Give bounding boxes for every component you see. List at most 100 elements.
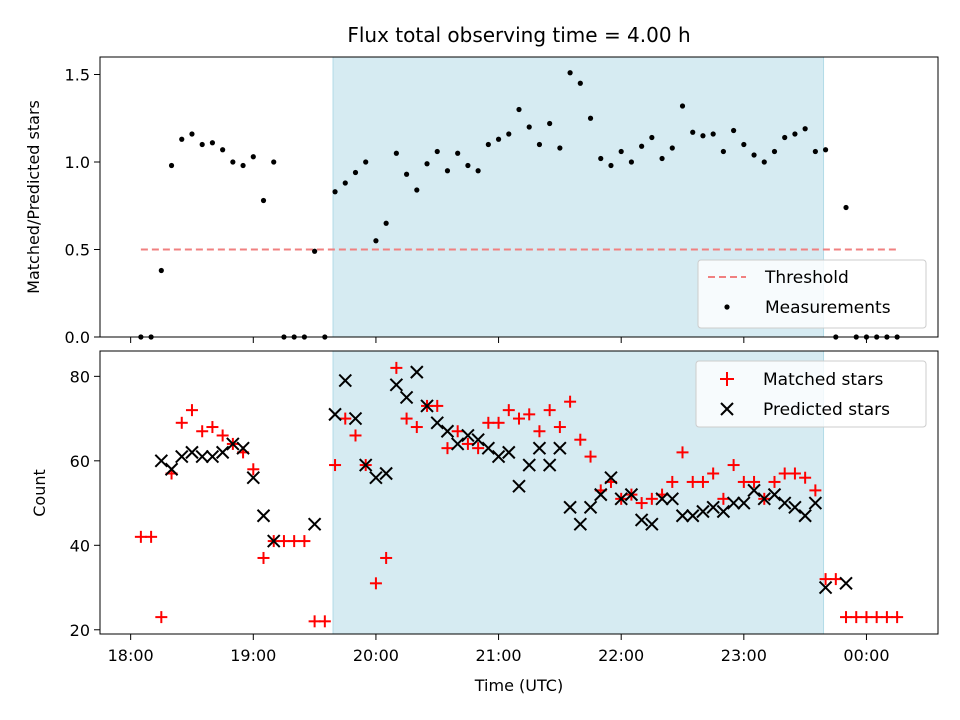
predicted-star-point [226, 437, 240, 451]
predicted-star-point [450, 437, 465, 451]
measurement-point [669, 145, 675, 151]
y-ticks-bottom: 20 40 60 80 [70, 367, 100, 640]
measurement-point [761, 159, 767, 165]
matched-star-point [185, 404, 198, 417]
matched-star-point [860, 611, 873, 624]
predicted-star-point [348, 411, 363, 426]
measurement-point [547, 120, 553, 127]
predicted-star-point [307, 517, 322, 531]
legend-predicted-label: Predicted stars [763, 400, 890, 420]
matched-star-point [461, 437, 474, 450]
predicted-star-point [634, 513, 649, 527]
predicted-star-point [389, 378, 404, 392]
predicted-star-point [788, 500, 802, 514]
measurement-point [679, 103, 686, 109]
predicted-star-point [481, 441, 496, 455]
measurement-point [495, 136, 502, 142]
matched-star-point [247, 463, 260, 476]
predicted-star-point [502, 445, 516, 460]
measurement-point [628, 159, 635, 165]
matched-star-point [880, 611, 893, 624]
y-tick-label: 0.0 [65, 328, 90, 347]
predicted-star-point [624, 487, 639, 502]
matched-star-point [553, 421, 566, 434]
predicted-star-point [175, 449, 189, 464]
measurement-point [526, 124, 532, 130]
predicted-star-point [215, 445, 230, 460]
predicted-star-point [716, 504, 731, 519]
predicted-star-point [328, 407, 342, 422]
measurement-point [414, 187, 420, 193]
measurement-point [731, 127, 737, 134]
matched-star-point [431, 399, 444, 412]
matched-star-point [134, 530, 147, 543]
legend-predicted-swatch [720, 402, 734, 416]
predicted-star-point [604, 471, 618, 485]
predicted-star-point [522, 458, 536, 472]
predicted-star-point [675, 509, 690, 523]
predicted-star-point [246, 471, 260, 485]
predicted-star-point [399, 390, 414, 405]
predicted-star-point [747, 483, 761, 498]
y-tick-label: 0.5 [65, 241, 90, 260]
measurement-point [812, 148, 818, 155]
x-tick-label: 00:00 [843, 646, 889, 665]
measurement-point [567, 70, 573, 76]
measurement-point [485, 141, 491, 148]
predicted-star-point [706, 500, 720, 514]
x-axis-label: Time (UTC) [474, 676, 563, 695]
measurement-point [506, 131, 512, 137]
measurement-point [720, 148, 726, 155]
measurement-point [465, 162, 471, 169]
y-axis-label-top: Matched/Predicted stars [24, 100, 43, 294]
measurement-point [639, 143, 645, 149]
matched-star-point [349, 429, 362, 442]
predicted-star-point [369, 471, 383, 485]
y-tick-label: 1.0 [65, 153, 90, 172]
measurement-point [393, 150, 399, 156]
predicted-star-point [512, 479, 526, 493]
measurement-point [475, 168, 481, 174]
measurement-point [700, 133, 706, 139]
legend-top: Threshold Measurements [697, 259, 927, 329]
predicted-star-point [573, 517, 588, 531]
measurement-points-layer [138, 70, 900, 340]
measurement-point [189, 131, 195, 137]
matched-star-point [717, 492, 730, 505]
legend-measurement-label: Measurements [765, 298, 891, 318]
measurement-point [792, 131, 798, 137]
predicted-star-point [195, 449, 209, 464]
measurement-point [230, 159, 236, 165]
matched-star-point [891, 611, 904, 624]
matched-star-point [410, 421, 423, 434]
predicted-star-point [655, 492, 669, 506]
matched-star-point [380, 551, 393, 564]
legend-matched-label: Matched stars [763, 370, 883, 390]
matched-star-point [574, 433, 587, 446]
matched-star-point [676, 446, 689, 459]
measurement-point [608, 162, 614, 169]
matched-star-point [778, 467, 791, 480]
measurement-point [168, 162, 175, 169]
matched-star-point [748, 475, 761, 488]
matched-star-point [155, 611, 168, 624]
measurement-point [843, 204, 849, 211]
matched-star-point [768, 475, 781, 488]
matched-star-point [870, 611, 883, 624]
predicted-star-point [665, 492, 679, 506]
measurement-point [363, 159, 369, 165]
predicted-star-point [420, 399, 434, 413]
measurement-point [260, 197, 267, 204]
matched-star-point [696, 475, 709, 488]
predicted-star-point [737, 496, 751, 510]
y-tick-label: 80 [70, 367, 90, 386]
y-tick-label: 20 [70, 621, 90, 640]
matched-star-point [206, 421, 219, 434]
measurement-point [802, 126, 808, 132]
measurement-point [782, 134, 788, 141]
predicted-star-point [205, 449, 220, 464]
matched-star-point [451, 425, 464, 438]
matched-star-point [369, 577, 382, 590]
measurement-point [516, 106, 522, 113]
